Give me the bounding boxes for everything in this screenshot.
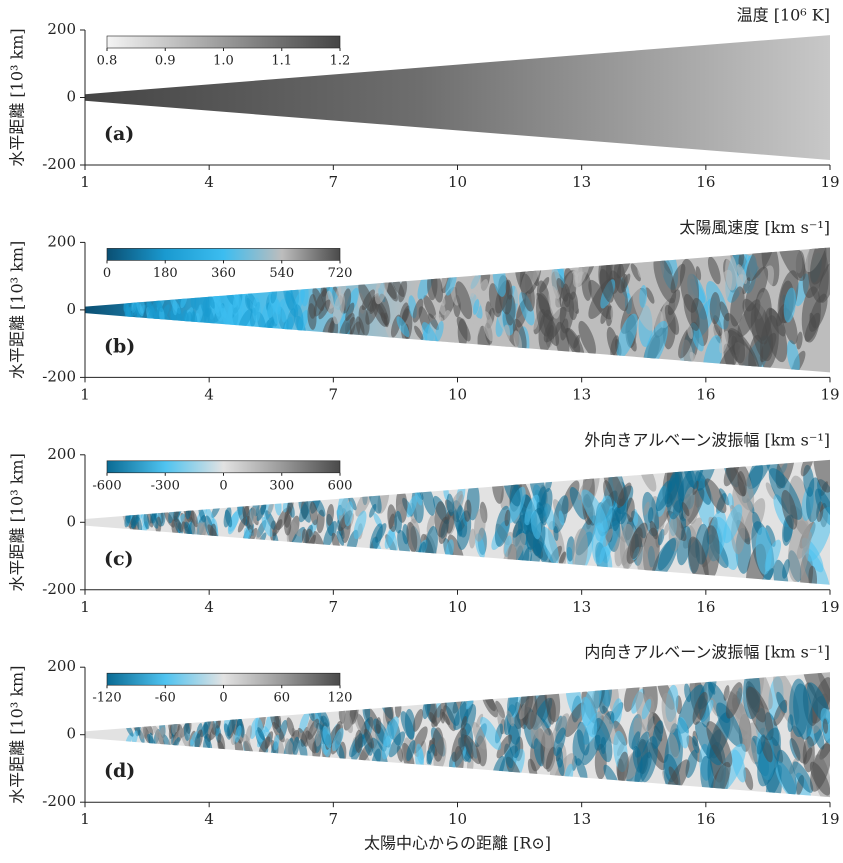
panel-label: (d) xyxy=(104,760,135,782)
chart-title: 内向きアルベーン波振幅 [km s⁻¹] xyxy=(584,643,830,662)
x-tick-label: 10 xyxy=(448,385,467,403)
x-tick-label: 16 xyxy=(696,598,715,616)
field-blob xyxy=(252,297,260,322)
panel-label: (c) xyxy=(104,548,134,570)
colorbar-tick-label: -60 xyxy=(155,691,176,706)
panel-label: (b) xyxy=(104,335,135,357)
x-tick-label: 13 xyxy=(572,598,591,616)
colorbar-tick-label: 120 xyxy=(328,691,353,706)
y-tick-label: 0 xyxy=(66,300,76,318)
y-axis-label: 水平距離 [10³ km] xyxy=(8,453,27,591)
colorbar-tick-label: -300 xyxy=(151,478,180,493)
colorbar-tick-label: 0.8 xyxy=(97,54,118,69)
colorbar-tick-label: 540 xyxy=(269,266,294,281)
y-tick-label: 0 xyxy=(66,88,76,106)
y-tick-label: 200 xyxy=(47,232,76,250)
x-tick-label: 16 xyxy=(696,173,715,191)
x-tick-label: 4 xyxy=(204,810,214,828)
x-tick-label: 7 xyxy=(329,810,339,828)
colorbar xyxy=(107,461,340,473)
colorbar xyxy=(107,248,340,260)
x-tick-label: 4 xyxy=(204,173,214,191)
x-tick-label: 4 xyxy=(204,598,214,616)
chart-title: 太陽風速度 [km s⁻¹] xyxy=(679,218,830,237)
colorbar-tick-label: 0 xyxy=(103,266,111,281)
colorbar-tick-label: 60 xyxy=(273,691,290,706)
x-tick-label: 19 xyxy=(820,385,839,403)
x-tick-label: 16 xyxy=(696,385,715,403)
y-axis-label: 水平距離 [10³ km] xyxy=(8,666,27,804)
x-tick-label: 4 xyxy=(204,385,214,403)
colorbar-tick-label: 360 xyxy=(211,266,236,281)
colorbar-tick-label: 1.0 xyxy=(213,54,234,69)
x-axis-label: 太陽中心からの距離 [R⊙] xyxy=(364,834,551,853)
colorbar-tick-label: 0 xyxy=(219,691,227,706)
x-tick-label: 19 xyxy=(820,598,839,616)
y-tick-label: -200 xyxy=(42,367,76,385)
figure: 14710131619-2000200水平距離 [10³ km]温度 [10⁶ … xyxy=(0,0,843,859)
x-tick-label: 1 xyxy=(80,598,90,616)
y-tick-label: 200 xyxy=(47,20,76,38)
y-tick-label: 200 xyxy=(47,657,76,675)
colorbar-tick-label: 720 xyxy=(328,266,353,281)
x-tick-label: 13 xyxy=(572,173,591,191)
x-tick-label: 7 xyxy=(329,598,339,616)
colorbar-tick-label: 1.2 xyxy=(330,54,351,69)
x-tick-label: 1 xyxy=(80,173,90,191)
colorbar-tick-label: 0 xyxy=(219,478,227,493)
colorbar-tick-label: 1.1 xyxy=(271,54,292,69)
y-tick-label: 0 xyxy=(66,725,76,743)
x-tick-label: 1 xyxy=(80,385,90,403)
colorbar-tick-label: 180 xyxy=(153,266,178,281)
x-tick-label: 7 xyxy=(329,385,339,403)
x-tick-label: 13 xyxy=(572,385,591,403)
x-tick-label: 13 xyxy=(572,810,591,828)
x-tick-label: 10 xyxy=(448,598,467,616)
field-wedge xyxy=(85,35,830,160)
y-axis-label: 水平距離 [10³ km] xyxy=(8,28,27,166)
colorbar xyxy=(107,36,340,48)
x-tick-label: 7 xyxy=(329,173,339,191)
x-tick-label: 10 xyxy=(448,810,467,828)
y-axis-label: 水平距離 [10³ km] xyxy=(8,241,27,379)
x-tick-label: 19 xyxy=(820,810,839,828)
colorbar-tick-label: 600 xyxy=(328,478,353,493)
y-tick-label: 0 xyxy=(66,512,76,530)
panel-label: (a) xyxy=(104,123,134,145)
x-tick-label: 1 xyxy=(80,810,90,828)
chart-title: 温度 [10⁶ K] xyxy=(737,6,830,25)
y-tick-label: -200 xyxy=(42,792,76,810)
x-tick-label: 10 xyxy=(448,173,467,191)
colorbar-tick-label: 300 xyxy=(269,478,294,493)
x-tick-label: 19 xyxy=(820,173,839,191)
colorbar xyxy=(107,673,340,685)
y-tick-label: -200 xyxy=(42,155,76,173)
page: {"chart_data": [ {"type": "field", "titl… xyxy=(0,0,843,863)
y-tick-label: 200 xyxy=(47,445,76,463)
colorbar-tick-label: 0.9 xyxy=(155,54,176,69)
y-tick-label: -200 xyxy=(42,580,76,598)
colorbar-tick-label: -120 xyxy=(92,691,121,706)
x-tick-label: 16 xyxy=(696,810,715,828)
colorbar-tick-label: -600 xyxy=(92,478,121,493)
chart-title: 外向きアルベーン波振幅 [km s⁻¹] xyxy=(584,430,830,449)
